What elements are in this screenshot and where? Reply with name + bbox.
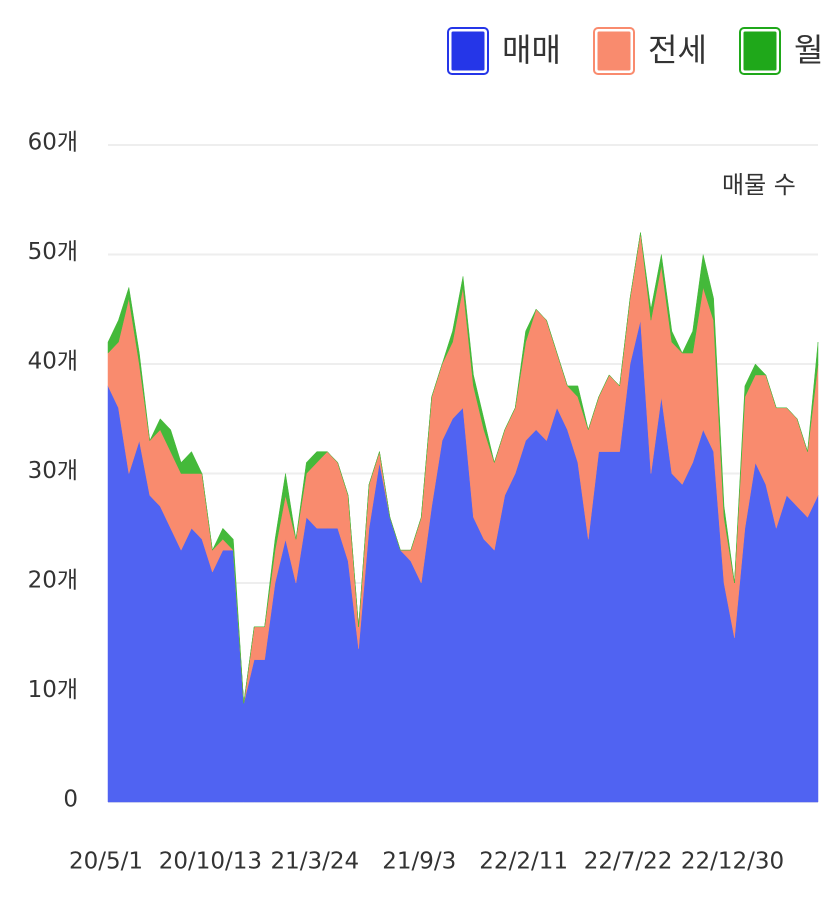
x-tick-label: 22/2/11 <box>479 849 568 875</box>
legend-swatch-border <box>739 27 781 75</box>
annotation: 매물 수 <box>722 171 796 199</box>
x-tick-label: 21/9/3 <box>382 849 456 875</box>
legend-swatch <box>740 28 780 74</box>
y-tick-label: 50개 <box>28 239 78 265</box>
x-tick-label: 22/7/22 <box>584 849 673 875</box>
legend-swatch <box>594 28 634 74</box>
y-tick-label: 40개 <box>28 349 78 375</box>
legend-swatch <box>448 28 488 74</box>
area <box>107 232 819 704</box>
legend-swatch-border <box>447 27 489 75</box>
y-tick-label: 0 <box>63 787 78 813</box>
x-tick-label: 20/10/13 <box>159 849 262 875</box>
legend-swatch-border <box>593 27 635 75</box>
x-tick-label: 21/3/24 <box>270 849 359 875</box>
legend-label: 월 <box>794 31 823 69</box>
legend-label: 전세 <box>648 31 707 69</box>
x-tick-label: 20/5/1 <box>69 849 143 875</box>
y-tick-label: 60개 <box>28 130 78 156</box>
y-tick-label: 10개 <box>28 677 78 703</box>
y-tick-label: 30개 <box>28 458 78 484</box>
x-tick-label: 22/12/30 <box>681 849 784 875</box>
legend-label: 매매 <box>502 31 561 69</box>
y-tick-label: 20개 <box>28 568 78 594</box>
